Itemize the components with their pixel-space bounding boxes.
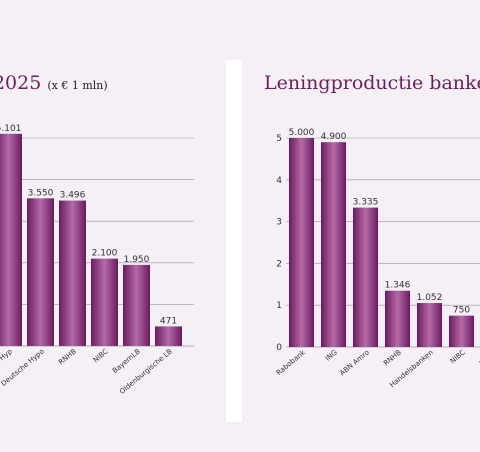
- category-label: Hyp: [0, 347, 14, 362]
- y-tick-label: 2: [276, 259, 282, 269]
- y-tick-label: 0: [276, 343, 282, 353]
- bar-value-label: 471: [160, 316, 177, 326]
- chart-left-panel: anken in 2025 (x € 1 mln) 5.101Hyp3.550D…: [0, 0, 226, 452]
- bar-value-label: 3.496: [60, 191, 86, 201]
- bar-value-label: 4.900: [321, 132, 347, 142]
- y-tick-label: 4: [276, 176, 282, 186]
- bar: [155, 326, 182, 346]
- chart-right-panel: Leningproductie banken 0 1 2 3 4 5 5.000 Raboba…: [242, 0, 480, 452]
- category-label: ABN Amro: [338, 348, 370, 377]
- bar-value-label: 5.101: [0, 124, 21, 134]
- y-tick-label: 3: [276, 218, 282, 228]
- bar: [321, 142, 346, 347]
- bar-value-label: 5.000: [289, 128, 315, 138]
- category-label: Oldenburgische LB: [118, 347, 174, 396]
- y-tick-label: 1: [276, 301, 282, 311]
- bar-value-label: 2.100: [92, 249, 118, 259]
- category-label: RNHB: [57, 347, 78, 366]
- bar: [417, 303, 442, 347]
- bar-value-label: 3.335: [353, 198, 379, 208]
- category-label: NIBC: [449, 348, 467, 365]
- bar: [289, 138, 314, 347]
- category-label: NIBC: [92, 347, 110, 364]
- bar: [123, 264, 150, 346]
- bar-value-label: 750: [453, 306, 470, 316]
- bar: [449, 315, 474, 347]
- bar-value-label: 1.346: [385, 281, 411, 291]
- chart-left-title-unit: (x € 1 mln): [47, 79, 108, 92]
- panel-divider: [226, 60, 242, 422]
- category-label: RNHB: [382, 348, 403, 367]
- chart-left-title-text: anken in 2025: [0, 72, 42, 94]
- bar: [385, 290, 410, 347]
- category-label: ING: [324, 348, 339, 362]
- bar: [353, 207, 378, 347]
- bar-value-label: 1.950: [124, 255, 150, 265]
- bar: [27, 198, 54, 346]
- bar-value-label: 3.550: [28, 188, 54, 198]
- bar: [0, 133, 22, 346]
- bar: [91, 258, 118, 346]
- chart-left-title: anken in 2025 (x € 1 mln): [0, 72, 108, 94]
- chart-right-title: Leningproductie banken: [264, 72, 480, 94]
- y-tick-label: 5: [276, 134, 282, 144]
- bar-value-label: 1.052: [417, 293, 443, 303]
- category-label: BayernLB: [111, 347, 142, 375]
- bar: [59, 200, 86, 346]
